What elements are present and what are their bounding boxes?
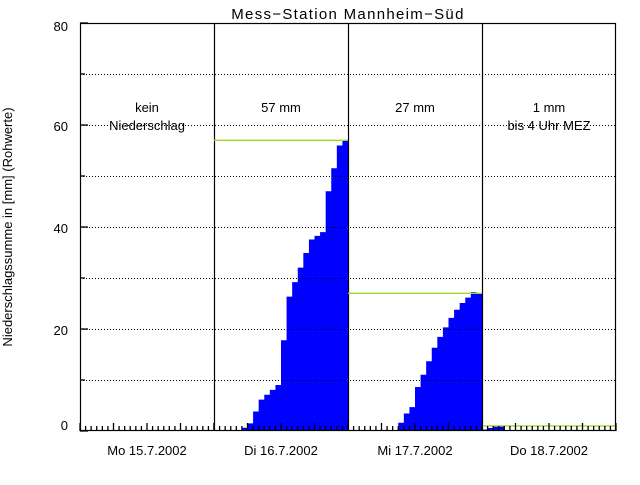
svg-text:Mess−Station Mannheim−Süd: Mess−Station Mannheim−Süd — [231, 6, 464, 23]
svg-text:27 mm: 27 mm — [395, 100, 435, 115]
svg-text:0: 0 — [61, 418, 68, 433]
svg-text:60: 60 — [54, 119, 68, 134]
svg-text:Niederschlagssumme in [mm] (Ro: Niederschlagssumme in [mm] (Rohwerte) — [0, 107, 15, 346]
svg-text:1 mm: 1 mm — [533, 100, 566, 115]
svg-text:Di 16.7.2002: Di 16.7.2002 — [244, 443, 318, 458]
svg-text:Mi 17.7.2002: Mi 17.7.2002 — [377, 443, 452, 458]
svg-text:80: 80 — [54, 19, 68, 34]
svg-text:Do 18.7.2002: Do 18.7.2002 — [510, 443, 588, 458]
svg-text:kein: kein — [135, 100, 159, 115]
svg-text:bis 4 Uhr MEZ: bis 4 Uhr MEZ — [507, 118, 590, 133]
svg-text:Mo 15.7.2002: Mo 15.7.2002 — [107, 443, 187, 458]
svg-text:40: 40 — [54, 221, 68, 236]
svg-text:57 mm: 57 mm — [261, 100, 301, 115]
svg-text:Niederschlag: Niederschlag — [109, 118, 185, 133]
svg-text:20: 20 — [54, 323, 68, 338]
